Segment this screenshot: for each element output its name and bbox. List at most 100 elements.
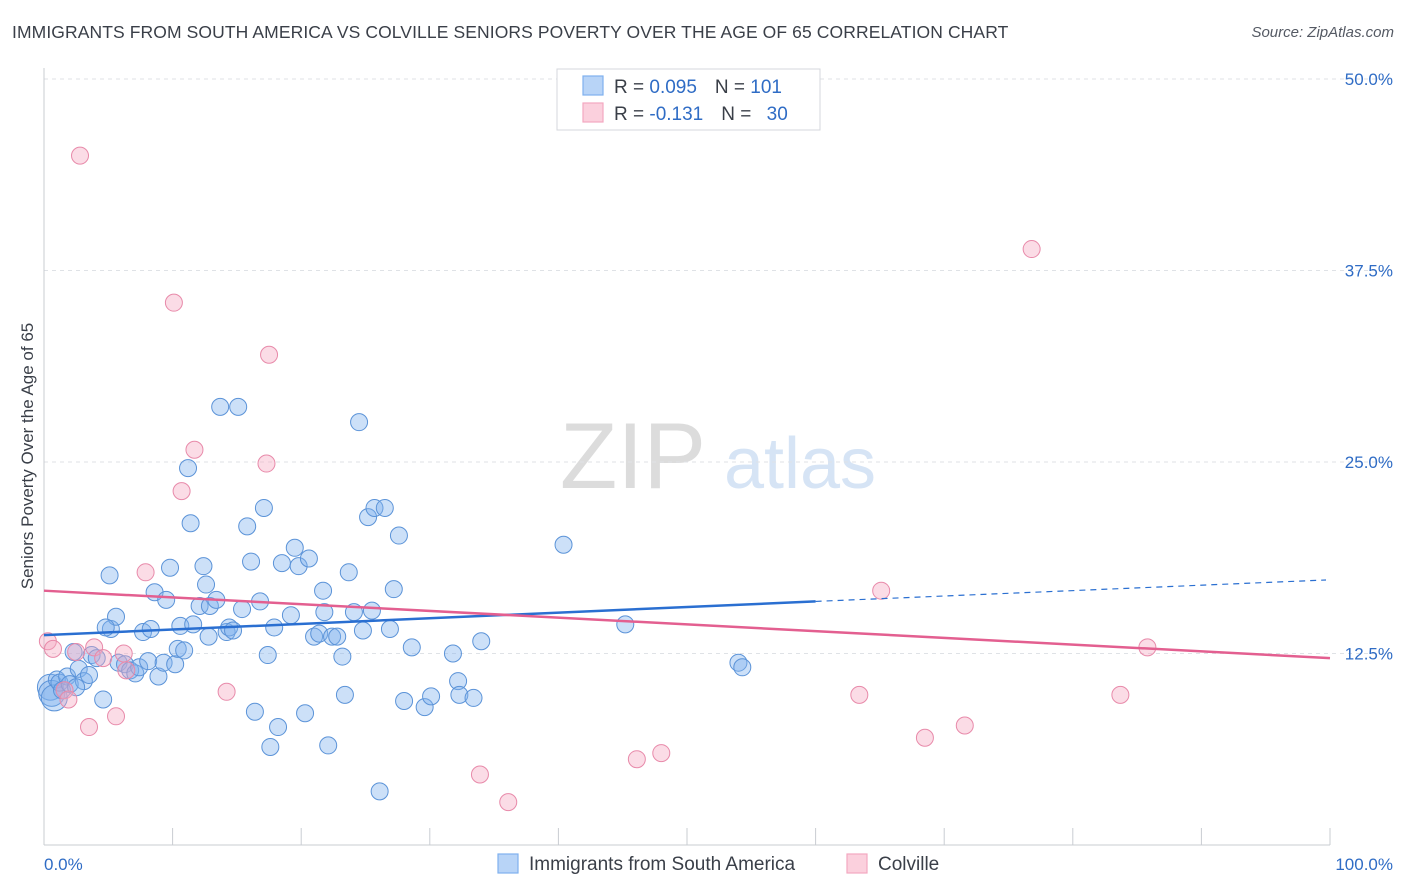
legend-r-label: R = [614, 104, 649, 125]
immigrants-point [175, 641, 194, 660]
legend-r-value: 0.095 [649, 77, 697, 98]
immigrants-point [168, 639, 187, 658]
legend-n-value: 101 [750, 77, 782, 98]
immigrants-point [87, 649, 106, 668]
legend-row-immigrants: R = 0.095 N = 101 [614, 77, 782, 98]
colville-point [627, 750, 646, 769]
x-tick-label-max: 100.0% [1335, 855, 1393, 874]
colville-point [136, 563, 155, 582]
colville-trend-line [43, 589, 1331, 660]
immigrants-trend-line [43, 600, 816, 637]
immigrants-point [149, 667, 168, 686]
immigrants-point [199, 627, 218, 646]
immigrants-point [422, 687, 441, 706]
immigrants-point [233, 600, 252, 619]
immigrants-point [375, 498, 394, 517]
colville-point [55, 681, 74, 700]
correlation-legend: R = 0.095 N = 101 R = -0.131 N = 30 [556, 68, 821, 131]
immigrants-point [305, 627, 324, 646]
y-tick-label: 37.5% [1345, 262, 1393, 281]
immigrants-point [100, 566, 119, 585]
immigrants-point [80, 665, 99, 684]
colville-point [107, 707, 126, 726]
immigrants-point [443, 644, 462, 663]
colville-point [257, 454, 276, 473]
immigrants-point [258, 646, 277, 665]
immigrants-point [323, 627, 342, 646]
x-tick-label-min: 0.0% [44, 855, 83, 874]
bottom-legend-label-immigrants: Immigrants from South America [529, 854, 796, 875]
immigrants-point [472, 632, 491, 651]
immigrants-point [190, 597, 209, 616]
immigrants-point [389, 526, 408, 545]
immigrants-point [402, 638, 421, 657]
trend-lines [43, 579, 1331, 660]
colville-point [850, 685, 869, 704]
immigrants-point [229, 397, 248, 416]
colville-point [872, 581, 891, 600]
y-tick-label: 50.0% [1345, 70, 1393, 89]
immigrants-point [359, 508, 378, 527]
immigrants-point [415, 698, 434, 717]
immigrants-point [179, 459, 198, 478]
y-tick-label: 12.5% [1345, 645, 1393, 664]
immigrants-point [296, 704, 315, 723]
immigrants-point [224, 621, 243, 640]
legend-n-label: N = [715, 77, 750, 98]
immigrants-point [464, 688, 483, 707]
immigrants-point [395, 691, 414, 710]
immigrants-point [733, 658, 752, 677]
y-tick-label: 25.0% [1345, 453, 1393, 472]
immigrants-point [328, 627, 347, 646]
legend-n-value: 30 [767, 104, 788, 125]
bottom-legend-swatch-immigrants [497, 853, 519, 874]
immigrants-point [449, 672, 468, 691]
immigrants-point [197, 575, 216, 594]
colville-point [260, 345, 279, 364]
colville-point [470, 765, 489, 784]
y-axis-label: Seniors Poverty Over the Age of 65 [18, 323, 37, 589]
immigrants-point [254, 498, 273, 517]
immigrants-point [616, 615, 635, 634]
chart-title: IMMIGRANTS FROM SOUTH AMERICA VS COLVILL… [12, 22, 1009, 42]
source-credit: Source: ZipAtlas.com [1251, 24, 1394, 41]
colville-point [164, 293, 183, 312]
series-colville-points [38, 146, 1157, 812]
immigrants-point [272, 554, 291, 573]
immigrants-point [299, 549, 318, 568]
colville-point [71, 146, 90, 165]
immigrants-point [184, 615, 203, 634]
immigrants-point [315, 603, 334, 622]
immigrants-point [154, 653, 173, 672]
colville-point [915, 728, 934, 747]
colville-point [59, 690, 78, 709]
immigrants-point [339, 563, 358, 582]
legend-swatch-immigrants [582, 75, 604, 96]
immigrants-point [238, 517, 257, 536]
colville-point [499, 793, 518, 812]
bottom-legend-swatch-colville [846, 853, 868, 874]
watermark-atlas: atlas [724, 424, 876, 504]
legend-swatch-colville [582, 102, 604, 123]
legend-r-label: R = [614, 77, 649, 98]
colville-point [67, 642, 86, 661]
immigrants-point [362, 601, 381, 620]
colville-point [185, 440, 204, 459]
colville-point [172, 482, 191, 501]
immigrants-point [353, 621, 372, 640]
immigrants-point [261, 737, 280, 756]
immigrants-point [269, 718, 288, 737]
immigrants-point [384, 580, 403, 599]
colville-point [117, 661, 136, 680]
immigrants-point [94, 690, 113, 709]
immigrants-point [194, 557, 213, 576]
immigrants-point [333, 647, 352, 666]
immigrants-point [370, 782, 389, 801]
immigrants-point [245, 702, 264, 721]
series-legend: Immigrants from South America Colville [497, 853, 939, 875]
bottom-legend-label-colville: Colville [878, 854, 939, 875]
immigrants-point [161, 558, 180, 577]
colville-point [1111, 685, 1130, 704]
immigrants-point [350, 413, 369, 432]
